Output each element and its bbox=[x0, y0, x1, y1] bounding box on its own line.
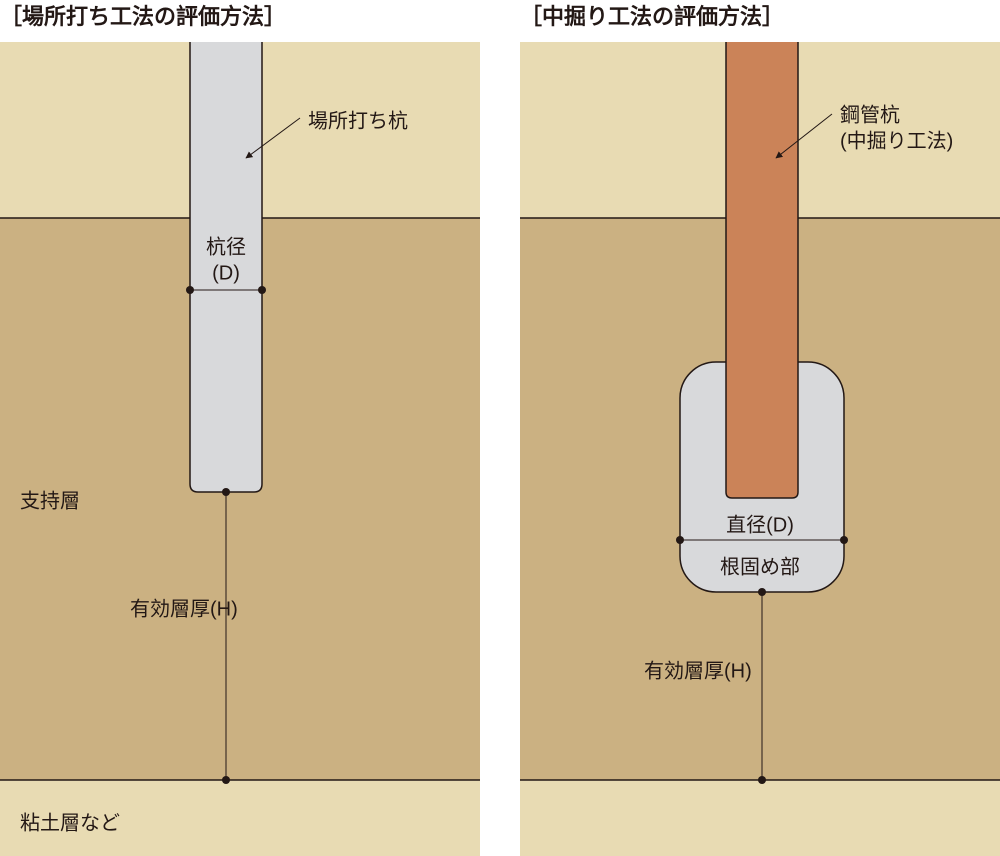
marker-dot bbox=[222, 488, 230, 496]
title-left: ［場所打ち工法の評価方法］ bbox=[0, 4, 286, 29]
marker-dot bbox=[840, 536, 848, 544]
support-layer-label: 支持層 bbox=[20, 489, 80, 512]
pile-diameter-D: (D) bbox=[212, 262, 240, 284]
diagram-canvas: ［場所打ち工法の評価方法］ ［中掘り工法の評価方法］ 杭径 (D) 場所打ち杭支持層有効… bbox=[0, 0, 1000, 856]
callout-label: 鋼管杭 bbox=[840, 103, 900, 126]
effective-thickness-label: 有効層厚(H) bbox=[130, 597, 238, 620]
effective-thickness-label: 有効層厚(H) bbox=[644, 659, 752, 682]
marker-dot bbox=[758, 588, 766, 596]
clay-layer-label: 粘土層など bbox=[20, 811, 120, 834]
steel-pipe-pile bbox=[726, 42, 798, 498]
marker-dot bbox=[186, 286, 194, 294]
title-right: ［中掘り工法の評価方法］ bbox=[520, 4, 784, 29]
pile-diameter-label: 杭径 bbox=[206, 235, 246, 258]
marker-dot bbox=[758, 776, 766, 784]
callout-label: 場所打ち杭 bbox=[308, 109, 408, 132]
marker-dot bbox=[222, 776, 230, 784]
root-fix-label: 根固め部 bbox=[720, 555, 800, 578]
callout-sub-label: (中掘り工法) bbox=[840, 129, 953, 152]
marker-dot bbox=[676, 536, 684, 544]
bottom-layer bbox=[520, 780, 1000, 856]
diameter-label: 直径(D) bbox=[726, 513, 794, 536]
marker-dot bbox=[258, 286, 266, 294]
